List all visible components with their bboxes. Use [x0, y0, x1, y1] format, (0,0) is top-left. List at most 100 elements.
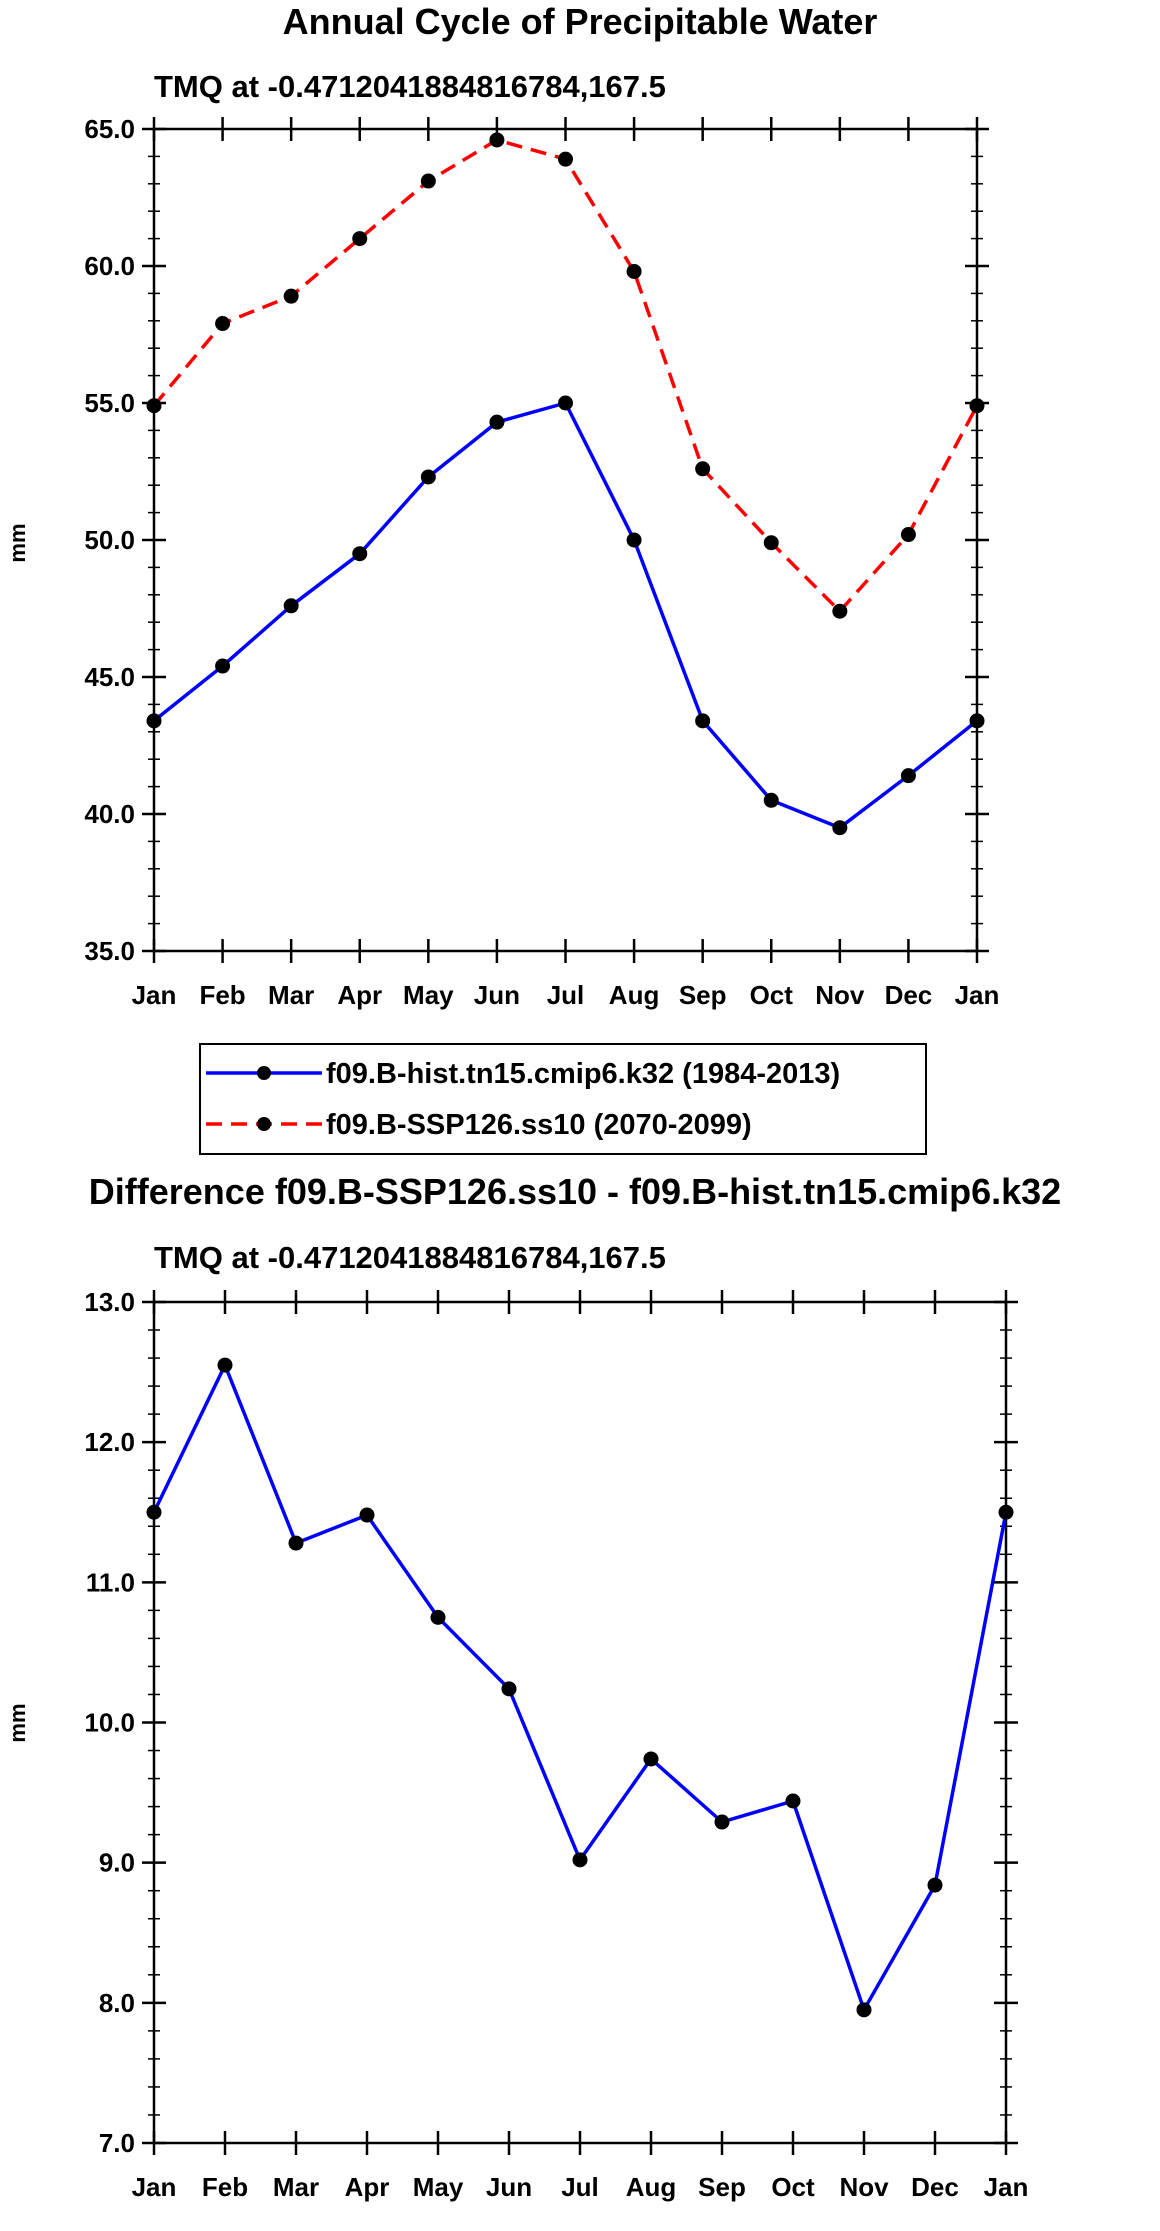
x-tick-label: Nov: [839, 2172, 889, 2202]
data-point: [146, 1504, 162, 1520]
data-point: [146, 713, 162, 729]
data-point: [572, 1852, 588, 1868]
x-tick-label: Jul: [561, 2172, 599, 2202]
data-point: [969, 713, 985, 729]
legend-label-ssp: f09.B-SSP126.ss10 (2070-2099): [326, 1109, 752, 1141]
y-axis-label: mm: [5, 1703, 30, 1742]
x-tick-label: Jan: [984, 2172, 1029, 2202]
legend-label-hist: f09.B-hist.tn15.cmip6.k32 (1984-2013): [326, 1058, 840, 1090]
chart-subtitle: TMQ at -0.4712041884816784,167.5: [154, 1240, 666, 1275]
data-point: [430, 1609, 446, 1625]
x-tick-label: Sep: [698, 2172, 746, 2202]
y-tick-label: 11.0: [86, 1567, 135, 1597]
x-tick-label: Apr: [337, 980, 382, 1010]
plot-area: 7.0 8.0 9.0 10.0 11.0 12.0 13.0 Jan Feb Mar Apr May…: [84, 1287, 1028, 2202]
data-point: [785, 1793, 801, 1809]
x-tick-label: Jun: [486, 2172, 532, 2202]
x-tick-label: Mar: [268, 980, 314, 1010]
data-point: [832, 820, 848, 836]
y-tick-label: 9.0: [99, 1848, 135, 1878]
y-tick-label: 10.0: [84, 1708, 135, 1738]
y-tick-label: 13.0: [84, 1287, 135, 1317]
data-point: [714, 1814, 730, 1830]
data-point: [420, 173, 436, 189]
chart-annual-cycle: Annual Cycle of Precipitable Water TMQ a…: [5, 1, 999, 1155]
plot-frame: [152, 127, 979, 953]
data-point: [489, 414, 505, 430]
legend-marker-hist: [257, 1066, 271, 1080]
chart-title: Annual Cycle of Precipitable Water: [283, 1, 878, 42]
data-point: [643, 1751, 659, 1767]
legend-box: [199, 1043, 927, 1155]
x-tick-label: Feb: [202, 2172, 248, 2202]
x-tick-label: Jul: [547, 980, 585, 1010]
chart-title: Difference f09.B-SSP126.ss10 - f09.B-his…: [89, 1171, 1061, 1212]
x-tick-label: Mar: [273, 2172, 319, 2202]
data-point: [359, 1507, 375, 1523]
x-tick-label: Sep: [679, 980, 727, 1010]
data-point: [288, 1535, 304, 1551]
x-tick-label: Apr: [345, 2172, 390, 2202]
data-point: [763, 535, 779, 551]
data-point: [283, 288, 299, 304]
x-tick-label: Aug: [626, 2172, 677, 2202]
x-tick-label: Jan: [132, 980, 177, 1010]
x-tick-label: Jan: [955, 980, 1000, 1010]
data-point: [695, 713, 711, 729]
plot-area: 35.0 40.0 45.0 50.0 55.0 60.0 65.0 Jan Feb Mar Apr…: [84, 114, 999, 1010]
legend: f09.B-hist.tn15.cmip6.k32 (1984-2013) f0…: [199, 1043, 927, 1155]
data-point: [558, 151, 573, 167]
data-point: [626, 263, 642, 279]
y-tick-label: 65.0: [84, 114, 135, 144]
x-tick-label: Aug: [609, 980, 660, 1010]
x-tick-label: Jan: [132, 2172, 177, 2202]
data-point: [969, 398, 985, 414]
y-tick-label: 12.0: [84, 1427, 135, 1457]
data-point: [217, 1357, 233, 1373]
series-line-0: [152, 401, 979, 830]
series-line-0: [152, 1363, 1008, 2012]
data-point: [215, 316, 231, 332]
y-tick-label: 40.0: [84, 799, 135, 829]
data-point: [927, 1877, 943, 1893]
data-point: [352, 231, 368, 247]
y-tick-label: 7.0: [99, 2128, 135, 2158]
y-tick-label: 55.0: [84, 388, 135, 418]
plot-frame: [152, 1300, 1008, 2145]
y-axis-label: mm: [5, 523, 30, 562]
data-point: [900, 527, 916, 543]
y-tick-label: 45.0: [84, 662, 135, 692]
data-point: [146, 398, 162, 414]
data-point: [283, 598, 299, 614]
y-tick-label: 50.0: [84, 525, 135, 555]
x-tick-label: Oct: [771, 2172, 815, 2202]
x-tick-label: Feb: [199, 980, 245, 1010]
data-point: [763, 792, 779, 808]
data-point: [215, 658, 231, 674]
x-tick-label: Oct: [750, 980, 794, 1010]
y-tick-label: 35.0: [84, 936, 135, 966]
data-point: [832, 603, 848, 619]
data-point: [352, 546, 368, 562]
x-tick-label: Dec: [885, 980, 933, 1010]
data-point: [420, 469, 436, 485]
x-tick-label: May: [403, 980, 454, 1010]
data-point: [501, 1681, 517, 1697]
data-point: [856, 2002, 872, 2018]
x-tick-label: Nov: [815, 980, 865, 1010]
chart-subtitle: TMQ at -0.4712041884816784,167.5: [154, 69, 666, 104]
data-point: [695, 461, 711, 477]
x-tick-label: Jun: [474, 980, 520, 1010]
x-tick-label: May: [413, 2172, 464, 2202]
data-point: [489, 132, 505, 148]
y-tick-label: 8.0: [99, 1988, 135, 2018]
legend-marker-ssp: [257, 1117, 271, 1131]
chart-difference: Difference f09.B-SSP126.ss10 - f09.B-his…: [5, 1171, 1061, 2202]
data-point: [626, 532, 642, 548]
data-point: [558, 395, 573, 411]
data-point: [998, 1504, 1014, 1520]
data-point: [900, 768, 916, 784]
y-tick-label: 60.0: [84, 251, 135, 281]
series-line-1: [152, 138, 979, 613]
